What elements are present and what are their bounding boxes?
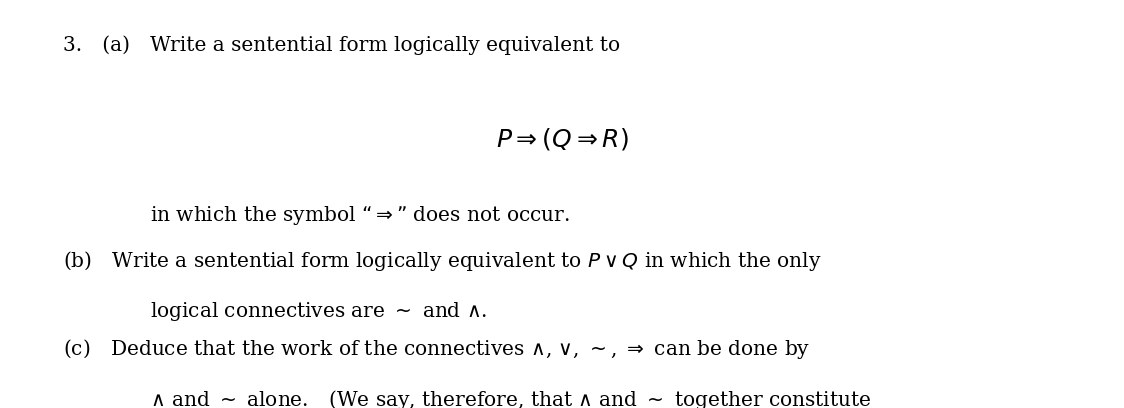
Text: in which the symbol “$\Rightarrow$” does not occur.: in which the symbol “$\Rightarrow$” does… [149, 204, 570, 227]
Text: (b) Write a sentential form logically equivalent to $P \vee Q$ in which the only: (b) Write a sentential form logically eq… [63, 249, 822, 273]
Text: 3. (a) Write a sentential form logically equivalent to: 3. (a) Write a sentential form logically… [63, 35, 620, 55]
Text: $P \Rightarrow (Q \Rightarrow R)$: $P \Rightarrow (Q \Rightarrow R)$ [496, 126, 628, 152]
Text: (c) Deduce that the work of the connectives $\wedge$, $\vee$, $\sim$, $\Rightarr: (c) Deduce that the work of the connecti… [63, 337, 810, 361]
Text: logical connectives are $\sim$ and $\wedge$.: logical connectives are $\sim$ and $\wed… [149, 300, 488, 323]
Text: $\wedge$ and $\sim$ alone. (We say, therefore, that $\wedge$ and $\sim$ together: $\wedge$ and $\sim$ alone. (We say, ther… [149, 388, 871, 408]
